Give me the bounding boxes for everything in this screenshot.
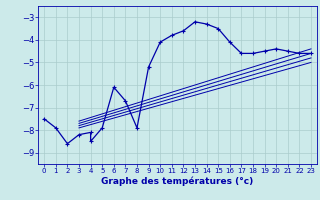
X-axis label: Graphe des températures (°c): Graphe des températures (°c) — [101, 177, 254, 186]
